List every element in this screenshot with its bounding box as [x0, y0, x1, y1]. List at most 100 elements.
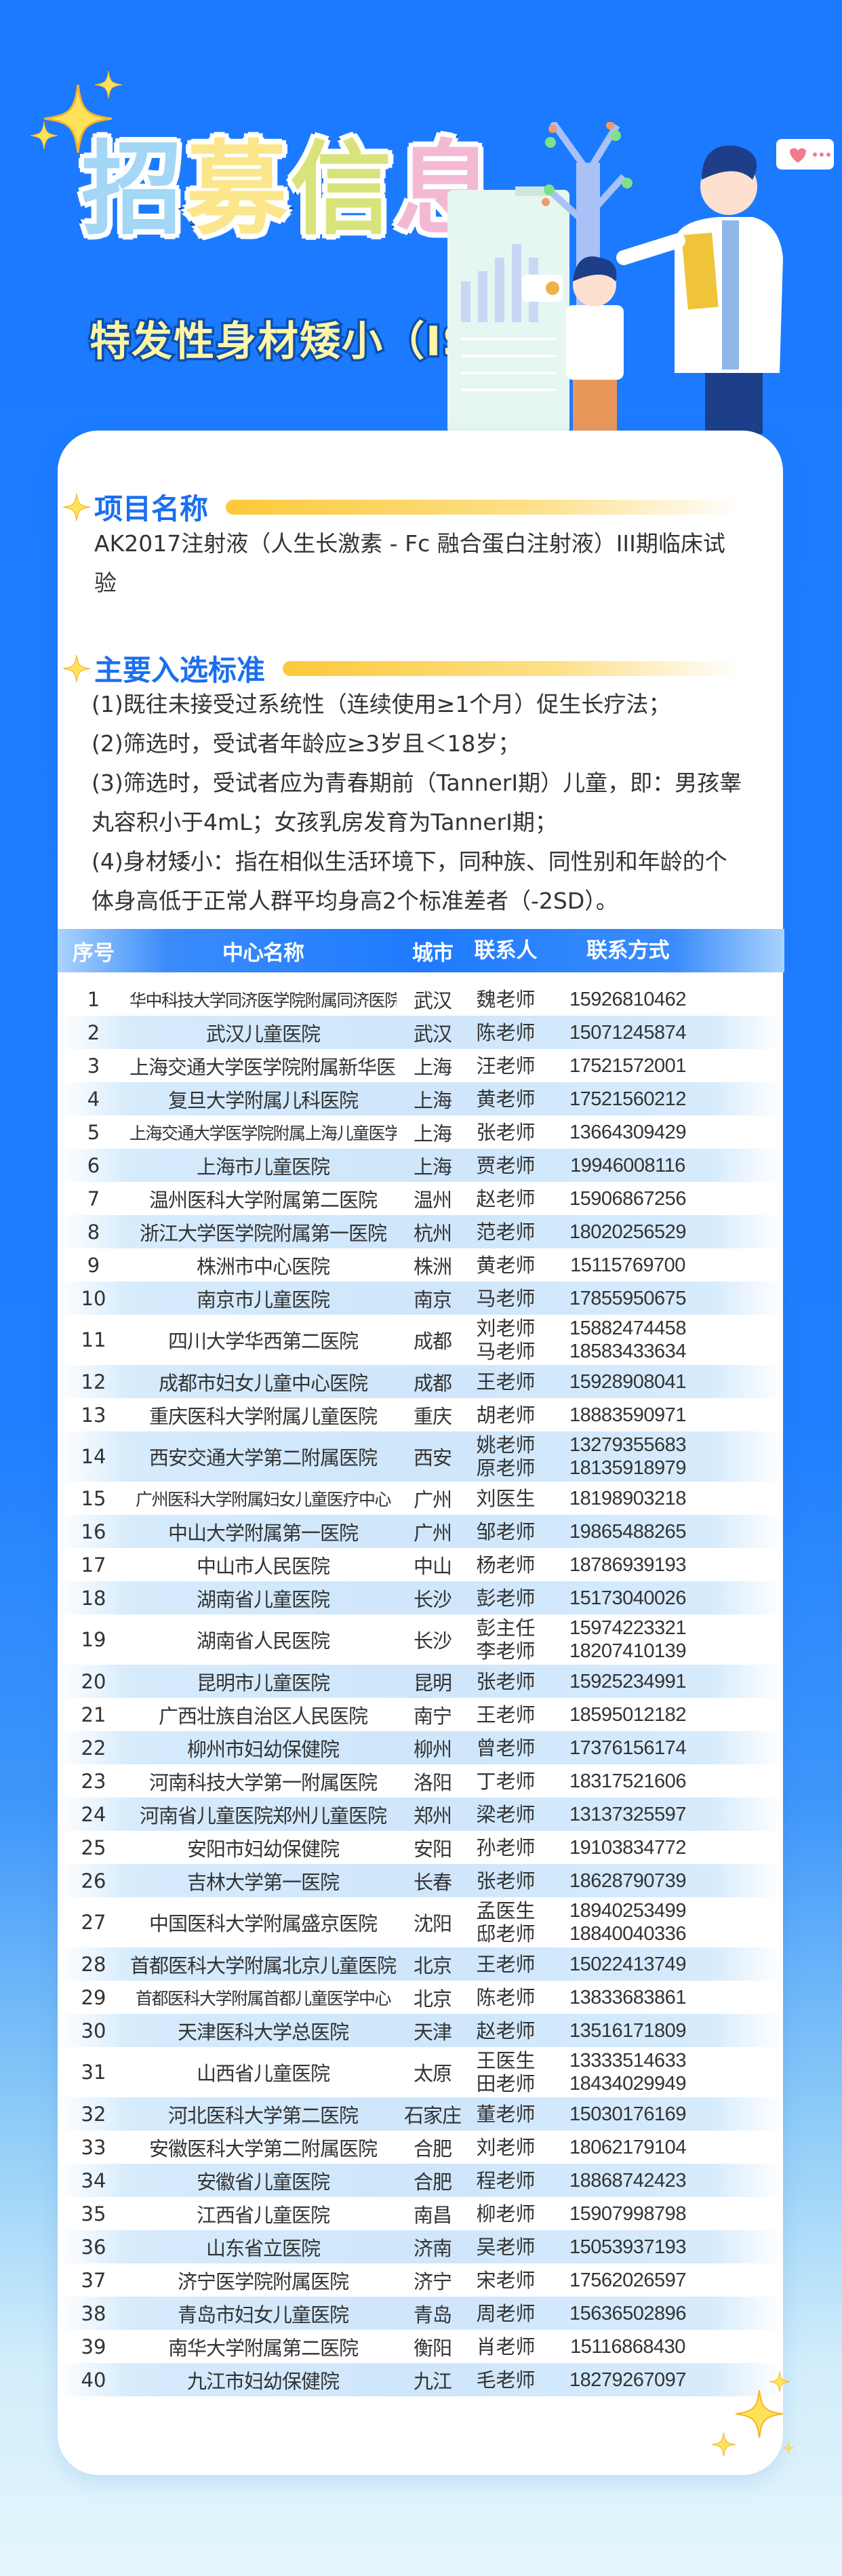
- city: 石家庄: [403, 2103, 462, 2127]
- table-row: 27 中国医科大学附属盛京医院 沈阳 孟医生 邸老师 18940253499 1884004…: [58, 1897, 783, 1947]
- criteria-list: (1)既往未接受过系统性（连续使用≥1个月）促生长疗法； (2)筛选时，受试者年…: [92, 685, 749, 921]
- phone-number[interactable]: 19865488265: [569, 1520, 686, 1543]
- project-name-text: AK2017注射液（人生长激素 - Fc 融合蛋白注射液）III期临床试验: [94, 530, 725, 596]
- phone-number[interactable]: 18628790739: [569, 1869, 686, 1892]
- table-row: 9 株洲市中心医院 株洲 黄老师 15115769700: [58, 1248, 783, 1282]
- phone-number[interactable]: 15974223321: [569, 1617, 686, 1639]
- phone-number[interactable]: 13833683861: [569, 1986, 686, 2008]
- header-phone: 联系方式: [586, 938, 670, 962]
- contact-phone: 18628790739: [543, 1869, 713, 1893]
- row-number: 15: [81, 1486, 106, 1510]
- center-name: 南华大学附属第二医院: [167, 2336, 359, 2360]
- contact-person: 马老师: [468, 1287, 543, 1310]
- contact-phone: 15928908041: [543, 1370, 713, 1393]
- phone-number[interactable]: 18868742423: [569, 2169, 686, 2192]
- contact-name: 梁老师: [476, 1802, 536, 1826]
- phone-number[interactable]: 15925234991: [569, 1670, 686, 1692]
- section-title: 项目名称: [94, 492, 209, 526]
- phone-number[interactable]: 18207410139: [569, 1640, 686, 1662]
- contact-name: 胡老师: [476, 1403, 536, 1427]
- phone-number[interactable]: 17855950675: [569, 1287, 686, 1309]
- center-name: 温州医科大学附属第二医院: [148, 1188, 378, 1212]
- contact-phone: 13516171809: [543, 2019, 713, 2042]
- phone-number[interactable]: 18840040336: [569, 1923, 686, 1945]
- row-number: 38: [81, 2301, 106, 2325]
- phone-number[interactable]: 15907998798: [569, 2202, 686, 2225]
- contact-name: 邹老师: [476, 1520, 536, 1543]
- phone-number[interactable]: 13333514633: [569, 2050, 686, 2072]
- phone-number[interactable]: 17521572001: [569, 1054, 686, 1077]
- contact-name: 刘医生: [476, 1486, 536, 1510]
- phone-number[interactable]: 18135918979: [569, 1457, 686, 1479]
- header-city: 城市: [412, 940, 454, 966]
- phone-number[interactable]: 15928908041: [569, 1370, 686, 1393]
- contact-name: 张老师: [476, 1669, 536, 1693]
- city: 沈阳: [413, 1912, 452, 1935]
- row-number: 10: [81, 1286, 106, 1310]
- center-name: 首都医科大学附属首都儿童医学中心: [135, 1988, 392, 2008]
- table-header: 序号 中心名称 城市 联系人 联系方式: [58, 929, 784, 972]
- phone-number[interactable]: 18279267097: [569, 2369, 686, 2391]
- city: 上海: [413, 1122, 452, 1145]
- phone-number[interactable]: 17376156174: [569, 1737, 686, 1759]
- phone-number[interactable]: 18786939193: [569, 1553, 686, 1576]
- phone-number[interactable]: 18883590971: [569, 1404, 686, 1426]
- phone-number[interactable]: 13664309429: [569, 1121, 686, 1143]
- contact-name: 王老师: [476, 1370, 536, 1393]
- phone-number[interactable]: 17562026597: [569, 2269, 686, 2291]
- contact-person: 彭主任 李老师: [468, 1617, 543, 1663]
- contact-person: 孟医生 邸老师: [468, 1899, 543, 1945]
- row-number: 4: [87, 1087, 100, 1111]
- city: 长沙: [413, 1629, 452, 1652]
- row-number: 40: [81, 2368, 106, 2392]
- phone-number[interactable]: 18595012182: [569, 1703, 686, 1726]
- contact-phone: 13279355683 18135918979: [543, 1433, 713, 1480]
- phone-number[interactable]: 19946008116: [570, 1154, 685, 1176]
- table-row: 22 柳州市妇幼保健院 柳州 曾老师 17376156174: [58, 1731, 783, 1764]
- contact-person: 吴老师: [468, 2236, 543, 2259]
- phone-number[interactable]: 15926810462: [569, 988, 686, 1010]
- phone-number[interactable]: 18940253499: [569, 1900, 686, 1922]
- phone-number[interactable]: 15636502896: [569, 2302, 686, 2324]
- phone-number[interactable]: 18317521606: [569, 1770, 686, 1792]
- phone-number[interactable]: 15882474458: [569, 1317, 686, 1339]
- phone-number[interactable]: 15116868430: [570, 2335, 685, 2358]
- phone-number[interactable]: 18583433634: [569, 1341, 686, 1362]
- phone-number[interactable]: 18198903218: [569, 1487, 686, 1509]
- phone-number[interactable]: 13137325597: [569, 1803, 686, 1825]
- table-row: 24 河南省儿童医院郑州儿童医院 郑州 梁老师 13137325597: [58, 1798, 783, 1831]
- row-number: 34: [81, 2168, 106, 2192]
- contact-name: 范老师: [476, 1220, 536, 1244]
- city: 武汉: [413, 1022, 452, 1046]
- phone-number[interactable]: 13516171809: [569, 2019, 686, 2042]
- phone-number[interactable]: 13279355683: [569, 1434, 686, 1456]
- phone-number[interactable]: 15071245874: [569, 1021, 686, 1044]
- phone-number[interactable]: 17521560212: [569, 1088, 686, 1110]
- city: 上海: [413, 1088, 452, 1112]
- phone-number[interactable]: 15030176169: [569, 2103, 686, 2125]
- contact-phone: 15636502896: [543, 2302, 713, 2325]
- phone-number[interactable]: 18434029949: [569, 2073, 686, 2095]
- center-name: 四川大学华西第二医院: [167, 1330, 359, 1353]
- center-name: 湖南省人民医院: [196, 1629, 330, 1652]
- doctor-figure: [616, 145, 783, 434]
- center-name: 上海交通大学医学院附属上海儿童医学中心: [129, 1123, 397, 1143]
- table-row: 35 江西省儿童医院 南昌 柳老师 15907998798: [58, 2197, 783, 2230]
- row-number: 13: [81, 1403, 106, 1427]
- city: 洛阳: [413, 1770, 452, 1794]
- phone-number[interactable]: 15022413749: [569, 1953, 686, 1975]
- phone-number[interactable]: 15115769700: [570, 1254, 685, 1276]
- phone-number[interactable]: 15173040026: [569, 1587, 686, 1609]
- contact-name: 马老师: [476, 1286, 536, 1310]
- row-number: 18: [81, 1586, 106, 1610]
- phone-number[interactable]: 18062179104: [569, 2136, 686, 2158]
- city: 温州: [413, 1188, 452, 1212]
- center-name: 上海交通大学医学院附属新华医院: [129, 1055, 397, 1079]
- phone-number[interactable]: 15053937193: [569, 2236, 686, 2258]
- phone-number[interactable]: 19103834772: [569, 1836, 686, 1859]
- phone-number[interactable]: 18020256529: [569, 1221, 686, 1243]
- sparkle-icon: [712, 2371, 794, 2457]
- contact-person: 汪老师: [468, 1054, 543, 1077]
- center-name: 柳州市妇幼保健院: [186, 1737, 340, 1761]
- phone-number[interactable]: 15906867256: [569, 1187, 686, 1210]
